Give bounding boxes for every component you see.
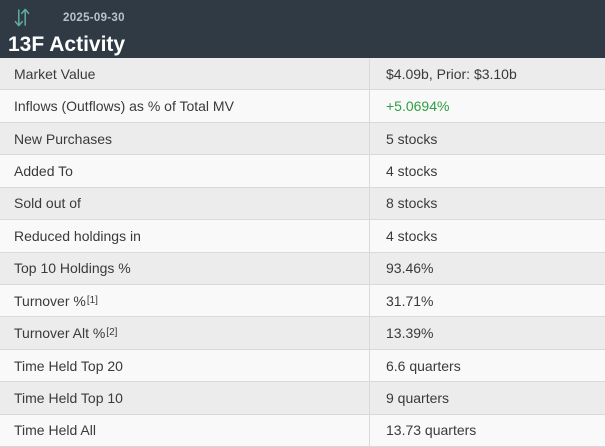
row-label: Turnover % — [14, 292, 86, 309]
page-title: 13F Activity — [8, 33, 126, 56]
row-value-cell: 5 stocks — [370, 123, 605, 154]
table-row: Inflows (Outflows) as % of Total MV +5.0… — [0, 90, 605, 123]
row-value: $4.09b, Prior: $3.10b — [386, 65, 517, 82]
card-header: 2025-09-30 13F Activity — [0, 0, 605, 58]
row-label: Time Held Top 10 — [14, 389, 123, 406]
table-row: Turnover Alt % [2] 13.39% — [0, 317, 605, 350]
row-value: 31.71% — [386, 292, 434, 309]
row-label: Top 10 Holdings % — [14, 260, 131, 277]
table-row: Reduced holdings in 4 stocks — [0, 220, 605, 253]
report-date: 2025-09-30 — [63, 11, 125, 24]
table-row: Sold out of 8 stocks — [0, 187, 605, 221]
row-value-cell: 9 quarters — [370, 382, 605, 413]
table-row: Top 10 Holdings % 93.46% — [0, 252, 605, 285]
row-label-cell: Top 10 Holdings % — [0, 252, 370, 284]
row-label: Sold out of — [14, 195, 81, 212]
row-value-cell: +5.0694% — [370, 90, 605, 121]
table-row: New Purchases 5 stocks — [0, 122, 605, 156]
row-value: 9 quarters — [386, 389, 450, 406]
row-label-cell: Inflows (Outflows) as % of Total MV — [0, 90, 370, 122]
row-label-cell: Added To — [0, 155, 370, 187]
row-value-cell: 93.46% — [370, 253, 605, 284]
row-value: 5 stocks — [386, 130, 438, 147]
table-row: Added To 4 stocks — [0, 155, 605, 188]
row-value-cell: 6.6 quarters — [370, 350, 605, 381]
row-label-cell: New Purchases — [0, 122, 370, 155]
header-top-row: 2025-09-30 — [8, 5, 605, 30]
row-value-cell: 8 stocks — [370, 188, 605, 219]
row-value: +5.0694% — [386, 98, 450, 115]
row-label-cell: Time Held Top 20 — [0, 349, 370, 382]
row-label-cell: Reduced holdings in — [0, 220, 370, 252]
row-label-cell: Sold out of — [0, 187, 370, 220]
row-value: 13.73 quarters — [386, 422, 477, 439]
row-value: 93.46% — [386, 260, 434, 277]
swap-vertical-icon — [14, 6, 30, 29]
row-value: 13.39% — [386, 325, 434, 342]
row-label-cell: Time Held All — [0, 414, 370, 447]
row-label: New Purchases — [14, 130, 113, 147]
row-value: 4 stocks — [386, 162, 438, 179]
row-value: 6.6 quarters — [386, 357, 461, 374]
row-label-cell: Turnover % [1] — [0, 284, 370, 317]
table-row: Time Held All 13.73 quarters — [0, 414, 605, 447]
row-label-cell: Market Value — [0, 58, 370, 90]
row-value-cell: $4.09b, Prior: $3.10b — [370, 58, 605, 89]
row-value-cell: 13.73 quarters — [370, 415, 605, 446]
row-label: Turnover Alt % — [14, 325, 106, 342]
row-label: Time Held All — [14, 422, 96, 439]
row-label: Time Held Top 20 — [14, 357, 123, 374]
table-row: Turnover % [1] 31.71% — [0, 284, 605, 318]
row-value-cell: 4 stocks — [370, 220, 605, 251]
row-label: Market Value — [14, 65, 96, 82]
table-row: Time Held Top 20 6.6 quarters — [0, 349, 605, 383]
row-label: Inflows (Outflows) as % of Total MV — [14, 98, 234, 115]
row-value-cell: 31.71% — [370, 285, 605, 316]
activity-table: Market Value $4.09b, Prior: $3.10b Inflo… — [0, 58, 605, 447]
row-value: 4 stocks — [386, 227, 438, 244]
table-row: Time Held Top 10 9 quarters — [0, 382, 605, 415]
row-value-cell: 13.39% — [370, 317, 605, 348]
row-label-cell: Turnover Alt % [2] — [0, 317, 370, 349]
row-value-cell: 4 stocks — [370, 155, 605, 186]
row-label-cell: Time Held Top 10 — [0, 382, 370, 414]
table-row: Market Value $4.09b, Prior: $3.10b — [0, 58, 605, 91]
row-label: Reduced holdings in — [14, 227, 141, 244]
row-value: 8 stocks — [386, 195, 438, 212]
row-label: Added To — [14, 162, 73, 179]
